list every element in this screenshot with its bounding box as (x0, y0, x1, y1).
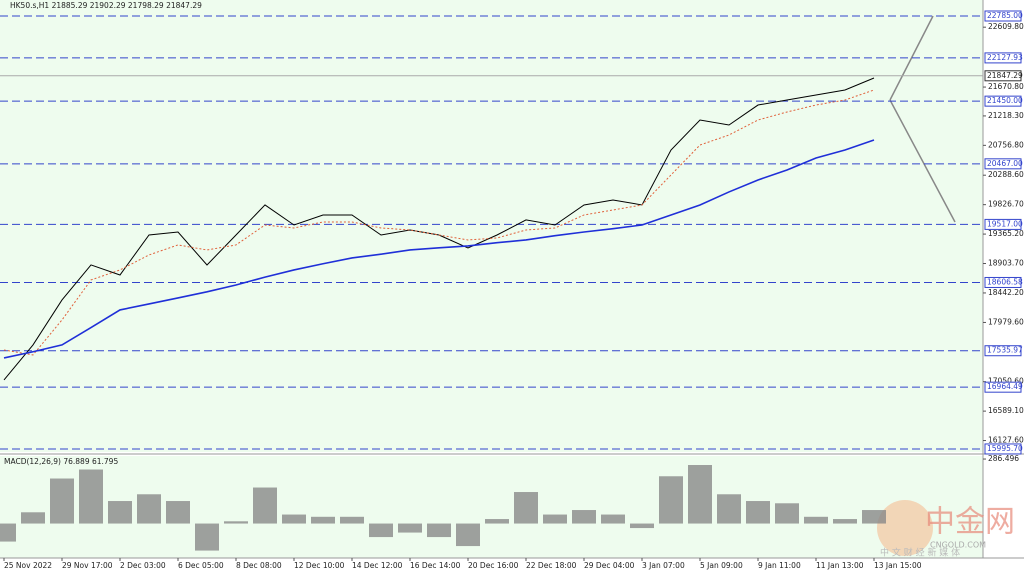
projection (889, 15, 956, 223)
macd-bar (775, 503, 799, 524)
macd-bar (456, 523, 480, 547)
level-box (984, 276, 1022, 288)
y-tick-label: 19826.70 (988, 200, 1024, 209)
x-tick-label: 3 Jan 07:00 (642, 561, 685, 570)
macd-bar (253, 487, 277, 524)
x-tick-label: 8 Dec 08:00 (236, 561, 282, 570)
macd-pane (0, 456, 983, 558)
y-tick-label: 21670.80 (988, 82, 1024, 91)
macd-bar (50, 478, 74, 524)
macd-bar (514, 492, 538, 524)
last-price-box (984, 70, 1022, 82)
macd-bar (804, 516, 828, 524)
y-tick-label: 20288.60 (988, 170, 1024, 179)
level-box (984, 52, 1022, 64)
macd-bar (21, 512, 45, 524)
y-tick-label: 18442.20 (988, 288, 1024, 297)
x-tick-label: 29 Dec 04:00 (584, 561, 635, 570)
header: HK50.s,H1 21885.29 21902.29 21798.29 218… (10, 1, 202, 10)
level-label: 16964.49 (987, 382, 1023, 391)
level-label: 19517.00 (987, 219, 1023, 228)
macd-bar (137, 494, 161, 524)
macd-bar (282, 514, 306, 524)
level-label: 18606.58 (987, 277, 1023, 286)
macd-bar (224, 521, 248, 524)
macd-bar (717, 494, 741, 524)
level-box (984, 345, 1022, 357)
macd-bar (0, 523, 16, 542)
macd-bar (572, 510, 596, 524)
series-line (3, 89, 875, 356)
x-tick-label: 16 Dec 14:00 (410, 561, 461, 570)
macd-bar (427, 523, 451, 538)
x-tick-label: 20 Dec 16:00 (468, 561, 519, 570)
y-tick-label: 19365.20 (988, 229, 1024, 238)
macd-bar (543, 514, 567, 524)
y-tick-label: 18903.70 (988, 259, 1024, 268)
y-tick-label: 20756.80 (988, 140, 1024, 149)
watermark-site: CNGOLD.COM (930, 541, 986, 550)
y-tick-label: 17050.60 (988, 377, 1024, 386)
level-box (984, 443, 1022, 455)
macd-bar (659, 476, 683, 524)
level-label: 20467.00 (987, 159, 1023, 168)
y-tick-label: 17979.60 (988, 317, 1024, 326)
macd-bar (369, 523, 393, 538)
level-box (984, 218, 1022, 230)
macd-bar (833, 519, 857, 524)
y-tick-label: 16589.10 (988, 406, 1024, 415)
y-tick-label: 16127.60 (988, 436, 1024, 445)
watermark-tagline: 中 文 财 经 新 媒 体 (880, 547, 960, 559)
price-pane (0, 0, 983, 452)
x-tick-label: 5 Jan 09:00 (700, 561, 743, 570)
level-label: 17535.97 (987, 346, 1023, 355)
x-tick-label: 6 Dec 05:00 (178, 561, 224, 570)
y-tick-label: 286.496 (988, 454, 1019, 463)
level-box (984, 158, 1022, 170)
x-tick-label: 11 Jan 13:00 (816, 561, 864, 570)
macd-bar (485, 519, 509, 524)
x-tick-label: 14 Dec 12:00 (352, 561, 403, 570)
level-label: 15995.70 (987, 444, 1023, 453)
logo (877, 500, 933, 556)
macd-bar (630, 523, 654, 529)
macd-bar (398, 523, 422, 533)
macd-bar (601, 514, 625, 524)
macd-bar (108, 501, 132, 524)
macd-bar (862, 510, 886, 524)
x-tick-label: 9 Jan 11:00 (758, 561, 801, 570)
y-tick-label: 21218.30 (988, 111, 1024, 120)
macd-bar (746, 501, 770, 524)
last-price-label: 21847.29 (987, 71, 1023, 80)
series-line (3, 139, 875, 359)
level-box (984, 10, 1022, 22)
x-tick-label: 29 Nov 17:00 (62, 561, 113, 570)
x-tick-label: 2 Dec 03:00 (120, 561, 166, 570)
level-box (984, 95, 1022, 107)
level-label: 21450.00 (987, 96, 1023, 105)
macd-bar (79, 469, 103, 524)
macd-bar (688, 465, 712, 524)
x-tick-label: 22 Dec 18:00 (526, 561, 577, 570)
macd-bar (311, 516, 335, 524)
x-tick-label: 13 Jan 15:00 (874, 561, 922, 570)
x-tick-label: 12 Dec 10:00 (294, 561, 345, 570)
x-tick-label: 25 Nov 2022 (4, 561, 52, 570)
watermark-title: 中金网 (925, 505, 1015, 540)
level-label: 22785.00 (987, 11, 1023, 20)
macd-title: MACD(12,26,9) 76.889 61.795 (4, 457, 118, 466)
level-label: 22127.93 (987, 53, 1023, 62)
macd-bar (340, 516, 364, 524)
y-tick-label: 22609.80 (988, 22, 1024, 31)
level-box (984, 381, 1022, 393)
macd-bar (166, 501, 190, 524)
macd-bar (195, 523, 219, 551)
